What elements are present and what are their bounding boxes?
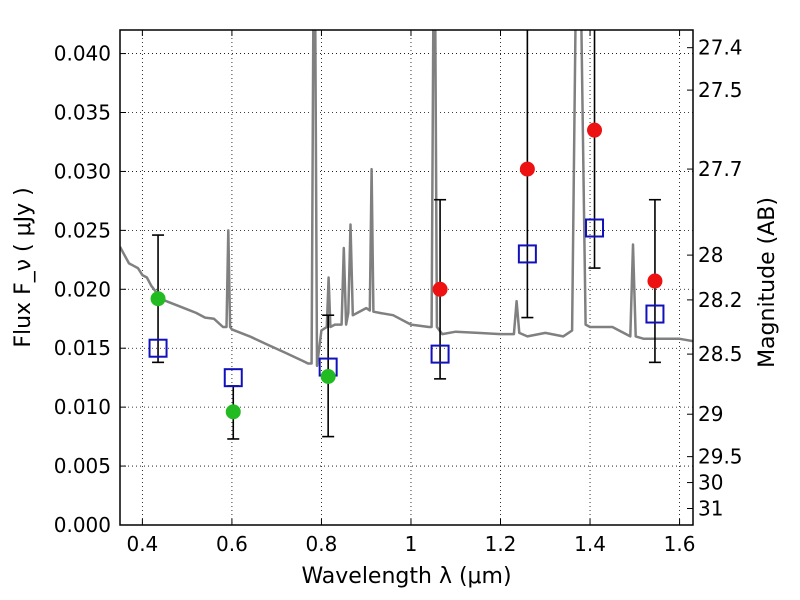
- model-flux-square: [223, 368, 243, 388]
- magnitude-tick-label: 28.2: [698, 288, 743, 312]
- y-tick-label: 0.000: [54, 513, 111, 537]
- grid: [120, 30, 693, 526]
- axes-ticks: 0.4 0.6 0.8 1 1.2 1.4 1.6 0.000 0.005 0.010 0.015 0…: [54, 30, 743, 556]
- observed-flux-point: [587, 122, 603, 138]
- y-axis-label: Flux F_ν ( μJy ): [11, 187, 36, 347]
- observed-flux-point: [432, 281, 448, 297]
- magnitude-tick-label: 28.5: [698, 342, 743, 366]
- x-tick-label: 1.6: [664, 532, 696, 556]
- y-tick-label: 0.010: [54, 395, 111, 419]
- y-tick-label: 0.025: [54, 218, 111, 242]
- magnitude-tick-label: 27.7: [698, 157, 743, 181]
- plot-frame: [119, 29, 694, 526]
- magnitude-tick-label: 27.5: [698, 78, 743, 102]
- model-flux-square: [645, 304, 665, 324]
- y-axis-label-right: Magnitude (AB): [755, 197, 780, 368]
- magnitude-tick-label: 29.5: [698, 445, 743, 469]
- x-tick-label: 1.4: [574, 532, 606, 556]
- x-tick-label: 0.6: [216, 532, 248, 556]
- y-tick-label: 0.035: [54, 101, 111, 125]
- magnitude-tick-label: 30: [698, 471, 723, 495]
- observed-flux-point: [647, 273, 663, 289]
- x-tick-label: 0.4: [126, 532, 158, 556]
- observed-flux-point: [150, 291, 166, 307]
- magnitude-tick-label: 31: [698, 497, 723, 521]
- y-tick-label: 0.030: [54, 159, 111, 183]
- model-flux-square: [430, 344, 450, 364]
- plot-area: [120, 30, 693, 440]
- y-tick-label: 0.005: [54, 454, 111, 478]
- magnitude-tick-label: 28: [698, 243, 723, 267]
- x-tick-label: 1.2: [485, 532, 517, 556]
- model-flux-square: [148, 338, 168, 358]
- x-tick-label: 1: [405, 532, 418, 556]
- y-tick-label: 0.020: [54, 277, 111, 301]
- observed-flux-point: [320, 369, 336, 384]
- model-flux-square: [585, 218, 605, 238]
- magnitude-tick-label: 29: [698, 402, 723, 426]
- magnitude-tick-label: 27.4: [698, 36, 743, 60]
- x-axis-label: Wavelength λ (μm): [301, 564, 511, 589]
- observed-flux-point: [225, 404, 241, 420]
- model-flux-square: [517, 244, 537, 264]
- x-tick-label: 0.8: [306, 532, 338, 556]
- y-tick-label: 0.015: [54, 336, 111, 360]
- observed-flux-point: [519, 161, 535, 177]
- y-tick-label: 0.040: [54, 42, 111, 66]
- spectrum-line: [120, 30, 693, 368]
